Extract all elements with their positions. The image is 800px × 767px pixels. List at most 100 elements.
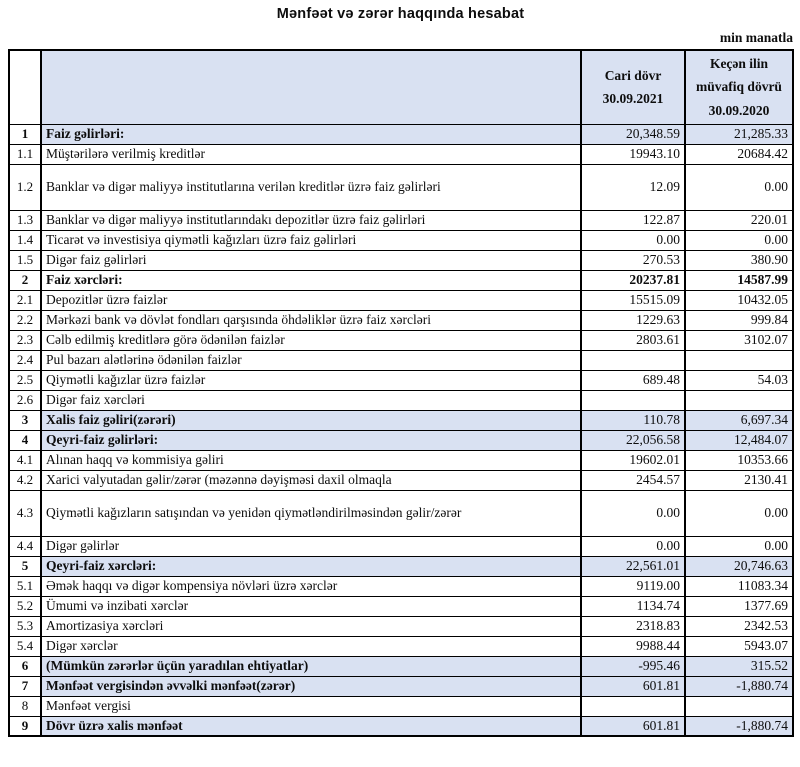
row-value-previous: 0.00 xyxy=(684,229,794,251)
row-label: Mənfəət vergisi xyxy=(40,695,582,717)
row-label: Faiz xərcləri: xyxy=(40,269,582,291)
row-number: 5.4 xyxy=(8,635,42,657)
row-number: 5.2 xyxy=(8,595,42,617)
table-row: 1.1 Müştərilərə verilmiş kreditlər 19943.1… xyxy=(8,143,794,165)
page-title: Mənfəət və zərər haqqında hesabat xyxy=(276,6,525,22)
row-value-current: 270.53 xyxy=(580,249,686,271)
row-value-previous: 20,746.63 xyxy=(684,555,794,577)
row-number: 4 xyxy=(8,429,42,451)
row-value-current: 19943.10 xyxy=(580,143,686,165)
table-row: 1.4 Ticarət və investisiya qiymətli kağız… xyxy=(8,229,794,251)
row-number: 4.4 xyxy=(8,535,42,557)
row-value-current: 2803.61 xyxy=(580,329,686,351)
row-value-current: 110.78 xyxy=(580,409,686,431)
table-row: 3 Xalis faiz gəliri(zərəri) 110.78 6,697.34 xyxy=(8,409,794,431)
header-cell-number xyxy=(8,49,42,125)
row-value-previous: 220.01 xyxy=(684,209,794,231)
row-value-current: 19602.01 xyxy=(580,449,686,471)
row-value-previous: 2130.41 xyxy=(684,469,794,491)
row-number: 2.1 xyxy=(8,289,42,311)
row-number: 2.6 xyxy=(8,389,42,411)
row-number: 2 xyxy=(8,269,42,291)
row-label: Digər faiz gəlirləri xyxy=(40,249,582,271)
row-label: Digər xərclər xyxy=(40,635,582,657)
row-label: Qeyri-faiz gəlirləri: xyxy=(40,429,582,451)
row-value-current: 1134.74 xyxy=(580,595,686,617)
row-value-previous: 54.03 xyxy=(684,369,794,391)
row-label: Pul bazarı alətlərinə ödənilən faizlər xyxy=(40,349,582,371)
unit-note: min manatla xyxy=(719,30,793,45)
row-number: 5.1 xyxy=(8,575,42,597)
row-value-previous: 6,697.34 xyxy=(684,409,794,431)
table-row: 1.3 Banklar və digər maliyyə institutları… xyxy=(8,209,794,231)
row-value-previous: 20684.42 xyxy=(684,143,794,165)
row-number: 4.3 xyxy=(8,489,42,537)
table-row: 4.3 Qiymətli kağızların satışından və yen… xyxy=(8,489,794,537)
row-value-previous: 3102.07 xyxy=(684,329,794,351)
row-value-previous: 12,484.07 xyxy=(684,429,794,451)
row-value-current: 1229.63 xyxy=(580,309,686,331)
table-row: 2.5 Qiymətli kağızlar üzrə faizlər 689.48 5… xyxy=(8,369,794,391)
row-value-current: 22,056.58 xyxy=(580,429,686,451)
table-row: 7 Mənfəət vergisindən əvvəlki mənfəət(zər… xyxy=(8,675,794,697)
row-number: 8 xyxy=(8,695,42,717)
row-label: Dövr üzrə xalis mənfəət xyxy=(40,715,582,737)
table-row: 2.2 Mərkəzi bank və dövlət fondları qarşı… xyxy=(8,309,794,331)
row-value-current: 2318.83 xyxy=(580,615,686,637)
income-statement-table: Cari dövr 30.09.2021 Keçən ilin müvafiq dö… xyxy=(8,49,794,737)
row-label: Banklar və digər maliyyə institutlarına … xyxy=(40,163,582,211)
table-header-row: Cari dövr 30.09.2021 Keçən ilin müvafiq dö… xyxy=(8,49,794,125)
row-value-previous: 380.90 xyxy=(684,249,794,271)
row-value-current: -995.46 xyxy=(580,655,686,677)
row-label: Faiz gəlirləri: xyxy=(40,123,582,145)
table-row: 5.1 Əmək haqqı və digər kompensiya növlər… xyxy=(8,575,794,597)
row-label: Mərkəzi bank və dövlət fondları qarşısın… xyxy=(40,309,582,331)
row-label: Qiymətli kağızlar üzrə faizlər xyxy=(40,369,582,391)
row-value-previous: 0.00 xyxy=(684,163,794,211)
row-value-previous: 11083.34 xyxy=(684,575,794,597)
table-row: 2.1 Depozitlər üzrə faizlər 15515.09 10432.… xyxy=(8,289,794,311)
row-number: 1.2 xyxy=(8,163,42,211)
row-value-previous xyxy=(684,695,794,717)
table-row: 2 Faiz xərcləri: 20237.81 14587.99 xyxy=(8,269,794,291)
row-label: Banklar və digər maliyyə institutlarında… xyxy=(40,209,582,231)
row-number: 4.2 xyxy=(8,469,42,491)
row-value-previous: 5943.07 xyxy=(684,635,794,657)
row-value-current: 22,561.01 xyxy=(580,555,686,577)
table-row: 5.4 Digər xərclər 9988.44 5943.07 xyxy=(8,635,794,657)
row-number: 1 xyxy=(8,123,42,145)
row-number: 7 xyxy=(8,675,42,697)
row-label: Digər gəlirlər xyxy=(40,535,582,557)
row-value-current xyxy=(580,389,686,411)
row-number: 2.3 xyxy=(8,329,42,351)
row-number: 2.4 xyxy=(8,349,42,371)
row-value-current: 15515.09 xyxy=(580,289,686,311)
report-page: Mənfəət və zərər haqqında hesabat min ma… xyxy=(8,6,794,737)
table-row: 4.1 Alınan haqq və kommisiya gəliri 19602.… xyxy=(8,449,794,471)
table-row: 2.6 Digər faiz xərcləri xyxy=(8,389,794,411)
row-number: 6 xyxy=(8,655,42,677)
row-label: Digər faiz xərcləri xyxy=(40,389,582,411)
table-row: 1.5 Digər faiz gəlirləri 270.53 380.90 xyxy=(8,249,794,271)
row-number: 1.3 xyxy=(8,209,42,231)
row-label: Əmək haqqı və digər kompensiya növləri ü… xyxy=(40,575,582,597)
table-row: 2.4 Pul bazarı alətlərinə ödənilən faizlə… xyxy=(8,349,794,371)
row-value-current: 20,348.59 xyxy=(580,123,686,145)
row-value-previous xyxy=(684,349,794,371)
header-cell-current-period: Cari dövr 30.09.2021 xyxy=(580,49,686,125)
table-row: 4.2 Xarici valyutadan gəlir/zərər (məzənn… xyxy=(8,469,794,491)
row-value-current: 0.00 xyxy=(580,489,686,537)
row-label: Müştərilərə verilmiş kreditlər xyxy=(40,143,582,165)
row-number: 4.1 xyxy=(8,449,42,471)
row-value-current: 601.81 xyxy=(580,675,686,697)
row-value-previous: 315.52 xyxy=(684,655,794,677)
row-label: Depozitlər üzrə faizlər xyxy=(40,289,582,311)
row-number: 3 xyxy=(8,409,42,431)
table-row: 4.4 Digər gəlirlər 0.00 0.00 xyxy=(8,535,794,557)
row-value-current: 12.09 xyxy=(580,163,686,211)
row-value-previous: 2342.53 xyxy=(684,615,794,637)
row-value-previous: 10353.66 xyxy=(684,449,794,471)
row-value-current: 122.87 xyxy=(580,209,686,231)
row-value-previous: 0.00 xyxy=(684,489,794,537)
row-value-previous: -1,880.74 xyxy=(684,675,794,697)
